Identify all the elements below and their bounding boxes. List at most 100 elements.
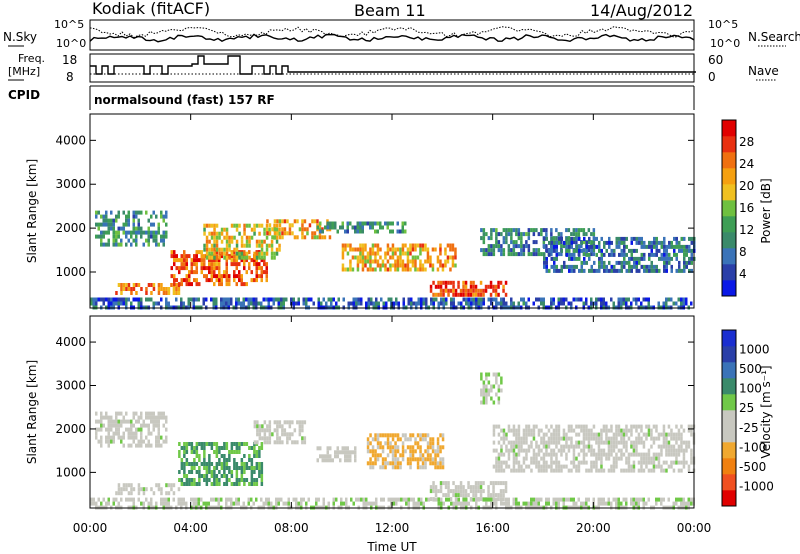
echo-cell [127, 238, 130, 243]
echo-cell [597, 448, 601, 453]
echo-cell [560, 497, 563, 502]
echo-cell [583, 268, 586, 273]
echo-cell [475, 497, 478, 502]
echo-cell [371, 453, 375, 458]
echo-cell [663, 268, 666, 273]
echo-cell [162, 238, 165, 243]
echo-cell [555, 228, 558, 233]
echo-cell [485, 388, 488, 393]
echo-cell [366, 255, 370, 260]
echo-cell [117, 419, 120, 424]
echo-cell [112, 501, 115, 506]
echo-cell [677, 436, 681, 441]
ytick-label: 2000 [55, 221, 86, 235]
echo-cell [283, 227, 287, 232]
echo-cell [125, 297, 128, 302]
echo-cell [245, 478, 249, 482]
echo-cell [137, 230, 140, 235]
echo-cell [489, 280, 493, 285]
echo-cell [512, 240, 516, 245]
echo-cell [685, 252, 688, 257]
echo-cell [582, 428, 586, 433]
echo-cell [597, 436, 601, 441]
echo-cell [479, 493, 483, 498]
echo-cell [295, 497, 298, 502]
echo-cell [682, 297, 685, 302]
echo-cell [525, 440, 528, 445]
echo-cell [283, 420, 287, 425]
echo-cell [558, 268, 561, 273]
echo-cell [580, 244, 583, 249]
echo-cell [190, 482, 194, 486]
echo-cell [268, 424, 272, 429]
colorbar-tick-label: 500 [739, 362, 762, 376]
echo-cell [411, 263, 415, 268]
echo-cell [665, 432, 668, 437]
echo-cell [452, 301, 455, 306]
echo-cell [419, 453, 422, 458]
echo-cell [227, 497, 230, 502]
echo-cell [445, 497, 448, 502]
echo-cell [575, 297, 578, 302]
echo-cell [623, 244, 626, 249]
echo-cell [173, 250, 176, 255]
echo-cell [522, 244, 526, 249]
echo-cell [275, 497, 278, 502]
echo-cell [288, 231, 292, 236]
echo-cell [117, 297, 120, 302]
echo-cell [130, 287, 133, 291]
echo-cell [225, 255, 229, 260]
echo-cell [402, 301, 405, 306]
echo-cell [122, 287, 126, 291]
echo-cell [345, 501, 348, 506]
echo-cell [605, 501, 608, 506]
echo-cell [527, 232, 531, 237]
echo-cell [480, 236, 483, 241]
echo-cell [281, 428, 284, 433]
echo-cell [351, 247, 355, 252]
echo-cell [127, 431, 130, 436]
echo-cell [580, 297, 583, 302]
echo-cell [265, 243, 269, 248]
echo-cell [115, 301, 118, 306]
echo-cell [492, 464, 496, 469]
echo-cell [665, 244, 668, 249]
echo-cell [185, 442, 189, 446]
echo-cell [440, 301, 443, 306]
echo-cell [522, 460, 526, 465]
echo-cell [193, 258, 196, 263]
echo-cell [572, 428, 576, 433]
echo-cell [188, 482, 191, 486]
echo-cell [173, 262, 176, 267]
echo-cell [260, 247, 264, 252]
echo-cell [598, 260, 601, 265]
colorbar-swatch [722, 362, 736, 379]
echo-cell [472, 493, 475, 498]
echo-cell [540, 440, 543, 445]
echo-cell [301, 428, 304, 433]
echo-cell [598, 268, 601, 273]
echo-cell [555, 264, 558, 269]
echo-cell [597, 452, 601, 457]
echo-cell [532, 248, 536, 253]
echo-cell [567, 448, 571, 453]
echo-cell [615, 424, 618, 429]
echo-cell [650, 428, 653, 433]
echo-cell [281, 227, 284, 232]
echo-cell [442, 493, 445, 498]
echo-cell [237, 301, 240, 306]
echo-cell [263, 440, 267, 445]
echo-cell [603, 268, 606, 273]
echo-cell [256, 428, 259, 433]
echo-cell [180, 266, 183, 271]
echo-cell [135, 411, 138, 416]
echo-cell [588, 256, 591, 261]
echo-cell [404, 263, 407, 268]
echo-cell [660, 501, 663, 506]
echo-cell [215, 255, 219, 260]
echo-cell [499, 489, 503, 494]
echo-cell [301, 219, 304, 224]
echo-cell [213, 227, 216, 232]
echo-cell [173, 274, 176, 279]
echo-cell [233, 247, 236, 252]
